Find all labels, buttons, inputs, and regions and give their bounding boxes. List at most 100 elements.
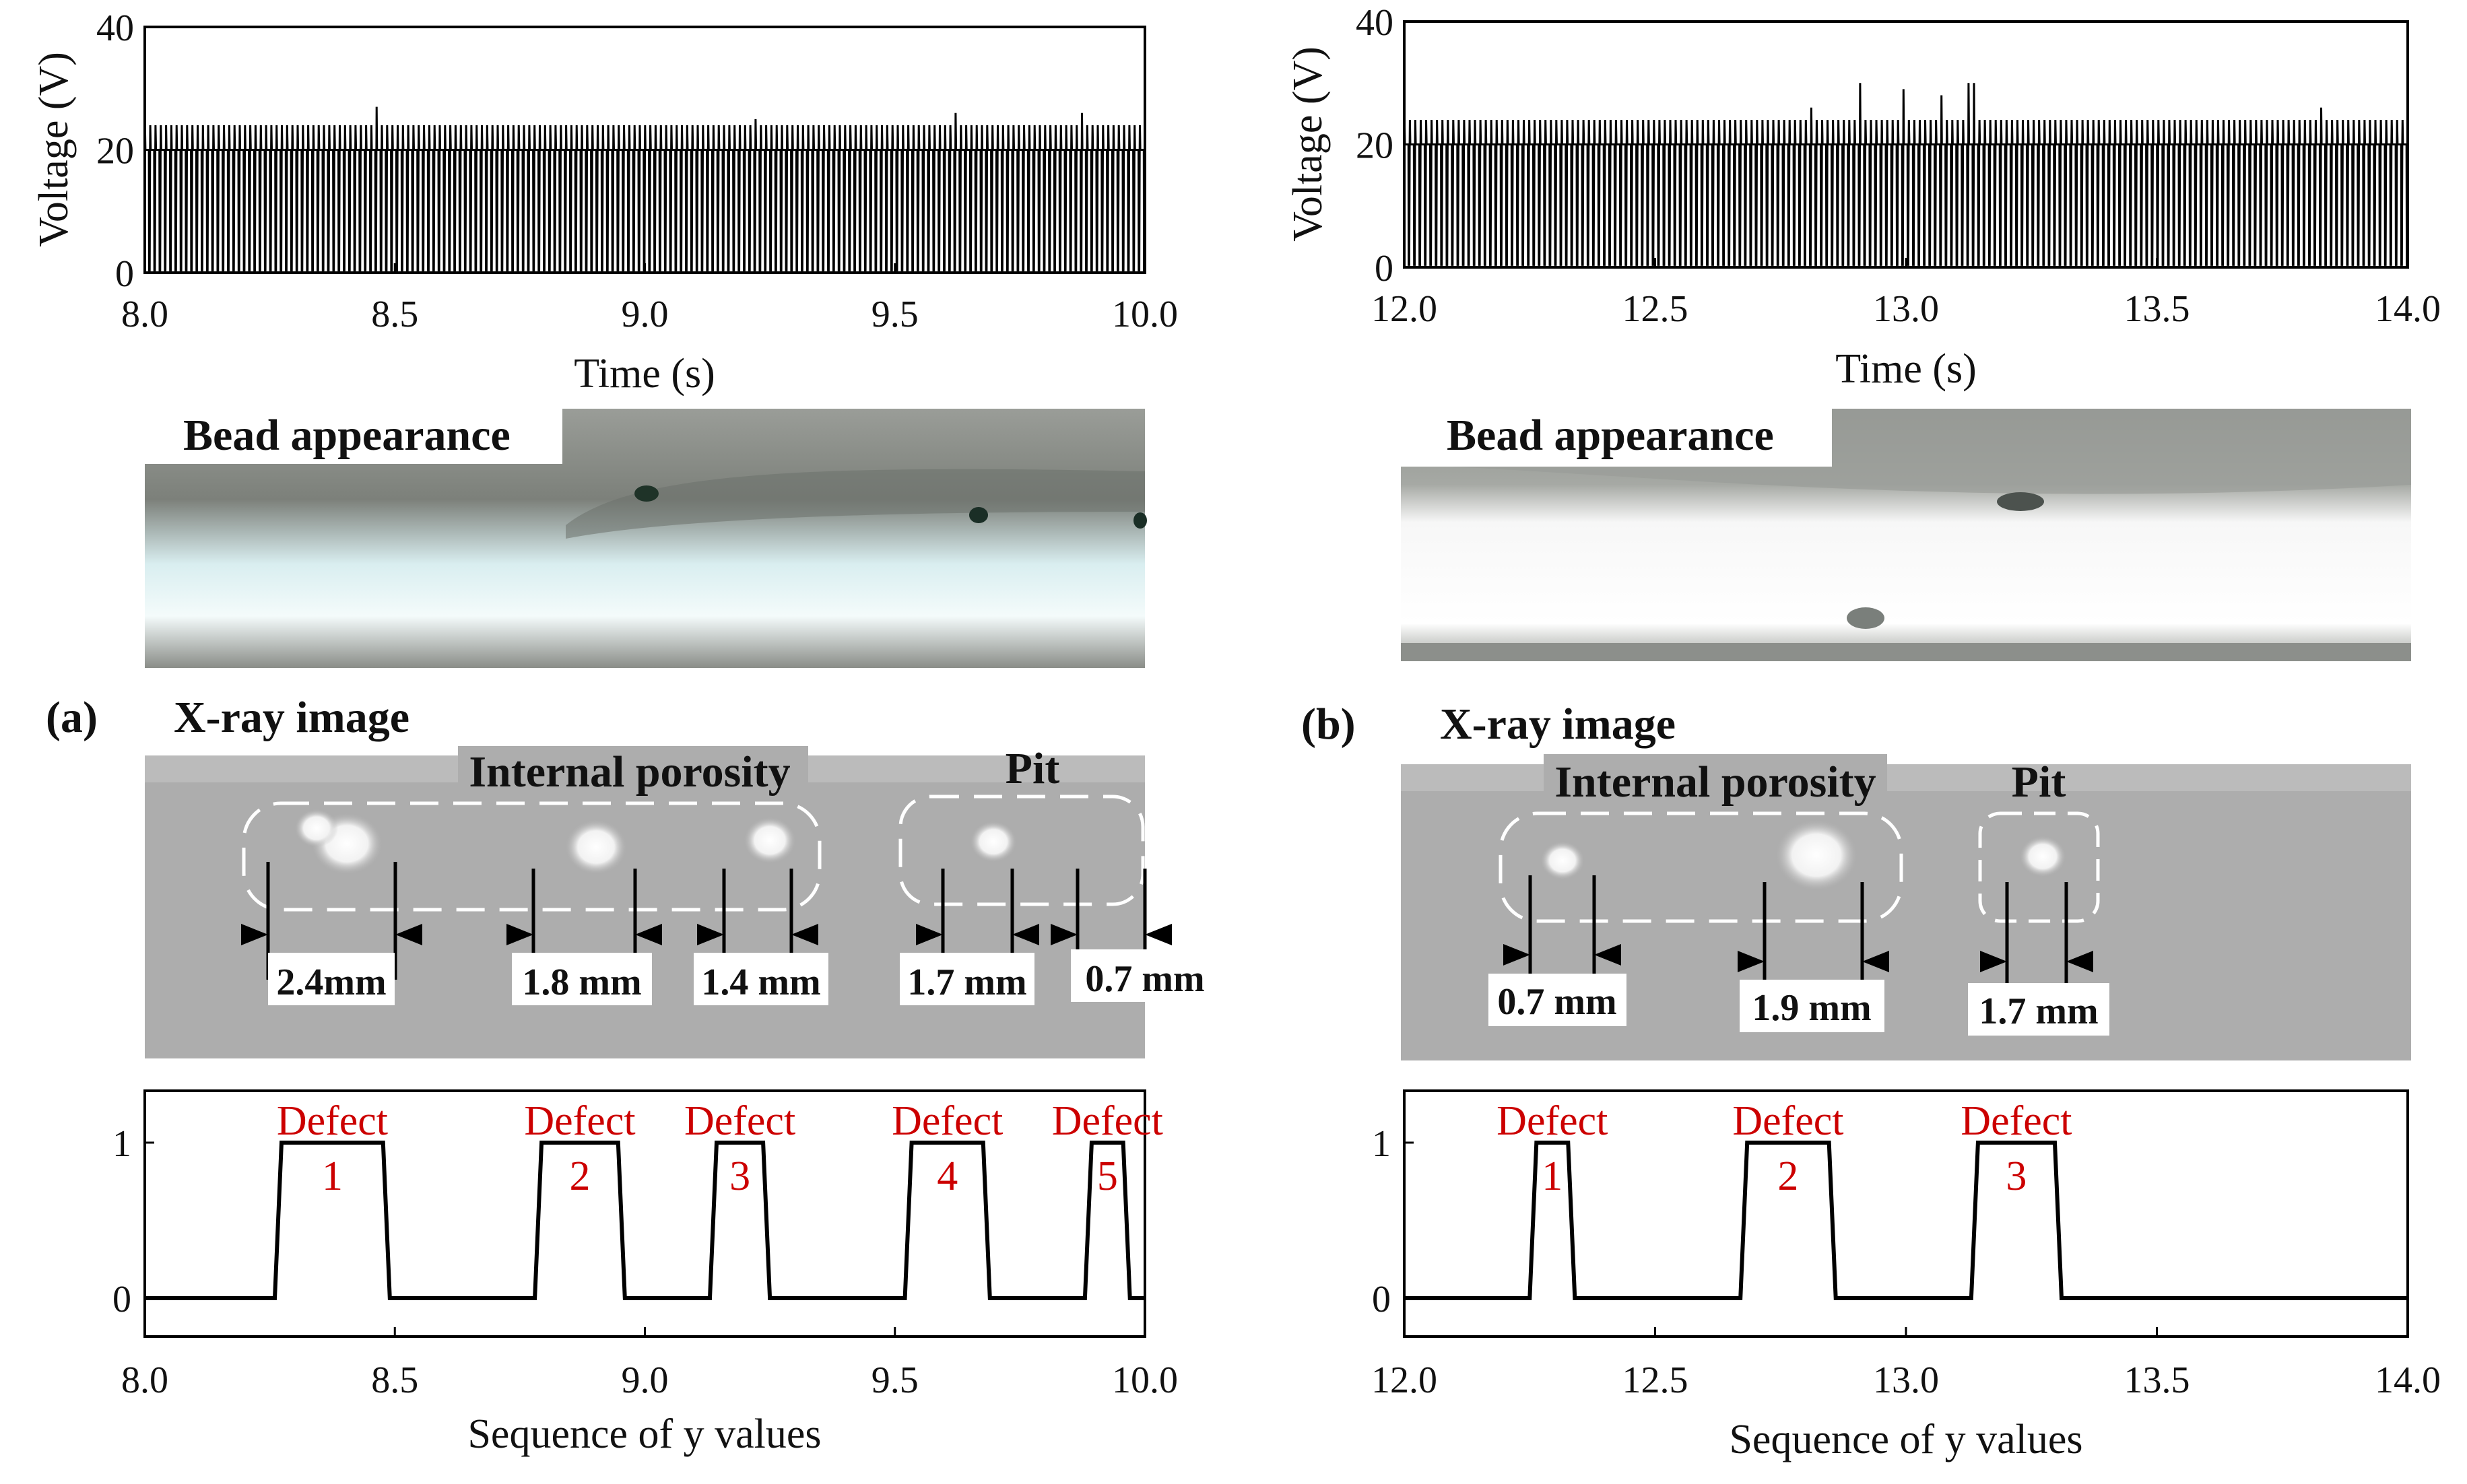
bead-b-spot <box>1997 492 2044 511</box>
voltage-a-xtick-label: 9.5 <box>871 294 919 335</box>
defect-b-xtick-label: 13.0 <box>1873 1359 1939 1401</box>
xray-image-b: Internal porosity Pit 0.7 mm 1.9 mm 1.7 … <box>1401 754 2411 1060</box>
xray-a-label: X-ray image <box>174 693 409 742</box>
pit-label-b: Pit <box>2012 757 2066 807</box>
bead-a-ripple <box>566 469 1145 539</box>
defect-b-label-2: Defect <box>1732 1098 1843 1144</box>
defect-a-xlabel: Sequence of y values <box>467 1411 821 1457</box>
xray-image-a: Internal porosity Pit 2.4mm <box>145 744 1212 1058</box>
defect-b-ytick-label: 1 <box>1372 1123 1391 1165</box>
bead-b-spot <box>1847 607 1884 629</box>
bead-a-pore-spot <box>634 485 659 502</box>
voltage-series-b <box>1403 83 2409 266</box>
xray-a-background <box>145 755 1145 1058</box>
measure-b-2: 1.9 mm <box>1752 987 1871 1029</box>
defect-b-number-3: 3 <box>2006 1153 2027 1199</box>
voltage-a-xticks: 8.0 8.5 9.0 9.5 10.0 <box>121 263 1178 335</box>
bead-b-label-box <box>1401 409 1832 467</box>
defect-b-labels: Defect 1 Defect 2 Defect 3 <box>1496 1098 2072 1199</box>
defect-a-yticks: 01 <box>112 1123 154 1320</box>
pit-b <box>2020 836 2066 877</box>
bead-b-bottom <box>1401 643 2411 661</box>
voltage-b-xticks: 12.0 12.5 13.0 13.5 14.0 <box>1371 258 2441 330</box>
internal-porosity-box-b <box>1499 811 1903 923</box>
bead-image-a: Bead appearance <box>145 409 1147 668</box>
defect-b-xticks: 12.0 12.5 13.0 13.5 14.0 <box>1371 1327 2441 1401</box>
defect-series-a <box>145 1141 1145 1300</box>
defect-a-label-5: Defect <box>1052 1098 1163 1144</box>
defect-b-number-1: 1 <box>1542 1153 1563 1199</box>
internal-porosity-label-a: Internal porosity <box>469 747 790 797</box>
internal-porosity-label-b: Internal porosity <box>1554 757 1876 807</box>
pore-a-3 <box>744 817 795 863</box>
pore-a-1b <box>295 809 338 847</box>
measure-a-4: 1.7 mm <box>907 962 1026 1003</box>
panel-label-b: (b) <box>1301 700 1356 749</box>
voltage-a-xtick-label: 8.5 <box>371 294 418 335</box>
defect-a-number-2: 2 <box>569 1153 590 1199</box>
voltage-b-ytick-label: 40 <box>1356 2 1393 44</box>
measure-labels-a: 2.4mm 1.8 mm 1.4 mm 1.7 mm 0.7 mm <box>268 949 1212 1005</box>
group-label-bg-b1 <box>1544 754 1887 808</box>
panel-label-a: (a) <box>46 693 98 742</box>
defect-b-number-2: 2 <box>1777 1153 1798 1199</box>
defect-a-xtick-label: 9.5 <box>871 1359 919 1401</box>
xray-b-label: X-ray image <box>1440 700 1676 749</box>
voltage-b-xlabel: Time (s) <box>1835 346 1977 392</box>
pit-label-a: Pit <box>1006 744 1060 793</box>
measure-b-1: 0.7 mm <box>1497 981 1616 1023</box>
voltage-a-yticks: 0 20 40 <box>96 7 154 295</box>
voltage-b-yticks: 0 20 40 <box>1356 2 1414 290</box>
voltage-plot-a: 8.0 8.5 9.0 9.5 10.0 0 20 40 Time (s) Voltage … <box>31 7 1178 397</box>
defect-b-label-3: Defect <box>1961 1098 2072 1144</box>
pore-b-2 <box>1776 820 1857 890</box>
defect-series-b <box>1404 1141 2408 1300</box>
defect-b-label-1: Defect <box>1496 1098 1608 1144</box>
voltage-b-xtick-label: 12.0 <box>1371 288 1437 330</box>
internal-porosity-box-a <box>242 801 822 912</box>
dimension-lines-a <box>266 862 1147 980</box>
voltage-b-xtick-label: 13.0 <box>1873 288 1939 330</box>
bead-a-pore-spot <box>1133 512 1147 529</box>
voltage-series-a <box>143 106 1146 271</box>
dimension-arrows-a <box>241 924 1172 945</box>
voltage-a-xtick-label: 9.0 <box>622 294 669 335</box>
defect-a-number-3: 3 <box>729 1153 750 1199</box>
defect-plot-b: Defect 1 Defect 2 Defect 3 12.0 12.5 13.0 13.5 14… <box>1371 1089 2441 1462</box>
defect-a-label-2: Defect <box>524 1098 635 1144</box>
measure-b-3: 1.7 mm <box>1979 990 2098 1032</box>
defect-a-number-4: 4 <box>937 1153 958 1199</box>
defect-b-ytick-label: 0 <box>1372 1279 1391 1320</box>
defect-b-yticks: 01 <box>1372 1123 1414 1320</box>
voltage-plot-b: 12.0 12.5 13.0 13.5 14.0 0 20 40 Time (s) Volt… <box>1285 2 2441 392</box>
pit-a <box>971 821 1016 862</box>
measure-a-2: 1.8 mm <box>522 962 641 1003</box>
bead-a-pore-spot <box>969 507 988 523</box>
defect-a-label-4: Defect <box>892 1098 1003 1144</box>
defect-a-label-1: Defect <box>277 1098 388 1144</box>
voltage-a-ytick-label: 0 <box>115 253 134 295</box>
voltage-a-xtick-label: 8.0 <box>121 294 168 335</box>
measure-a-3: 1.4 mm <box>701 962 820 1003</box>
pore-a-2 <box>566 820 626 874</box>
bead-b-label: Bead appearance <box>1447 411 1774 460</box>
measure-a-1: 2.4mm <box>276 962 386 1003</box>
defect-a-label-3: Defect <box>684 1098 795 1144</box>
defect-b-xlabel: Sequence of y values <box>1729 1417 2082 1462</box>
pore-b-1 <box>1541 842 1584 879</box>
bead-a-label: Bead appearance <box>183 411 511 460</box>
pit-box-a <box>898 795 1145 906</box>
voltage-a-ytick-label: 40 <box>96 7 134 49</box>
group-label-bg-a1 <box>458 746 808 799</box>
voltage-b-ylabel: Voltage (V) <box>1285 46 1331 242</box>
defect-b-xtick-label: 12.0 <box>1371 1359 1437 1401</box>
voltage-b-xtick-label: 14.0 <box>2375 288 2441 330</box>
defect-b-xtick-label: 14.0 <box>2375 1359 2441 1401</box>
defect-a-xtick-label: 8.0 <box>121 1359 168 1401</box>
defect-a-xtick-label: 10.0 <box>1112 1359 1178 1401</box>
voltage-b-xtick-label: 13.5 <box>2124 288 2190 330</box>
defect-a-ytick-label: 0 <box>112 1279 131 1320</box>
